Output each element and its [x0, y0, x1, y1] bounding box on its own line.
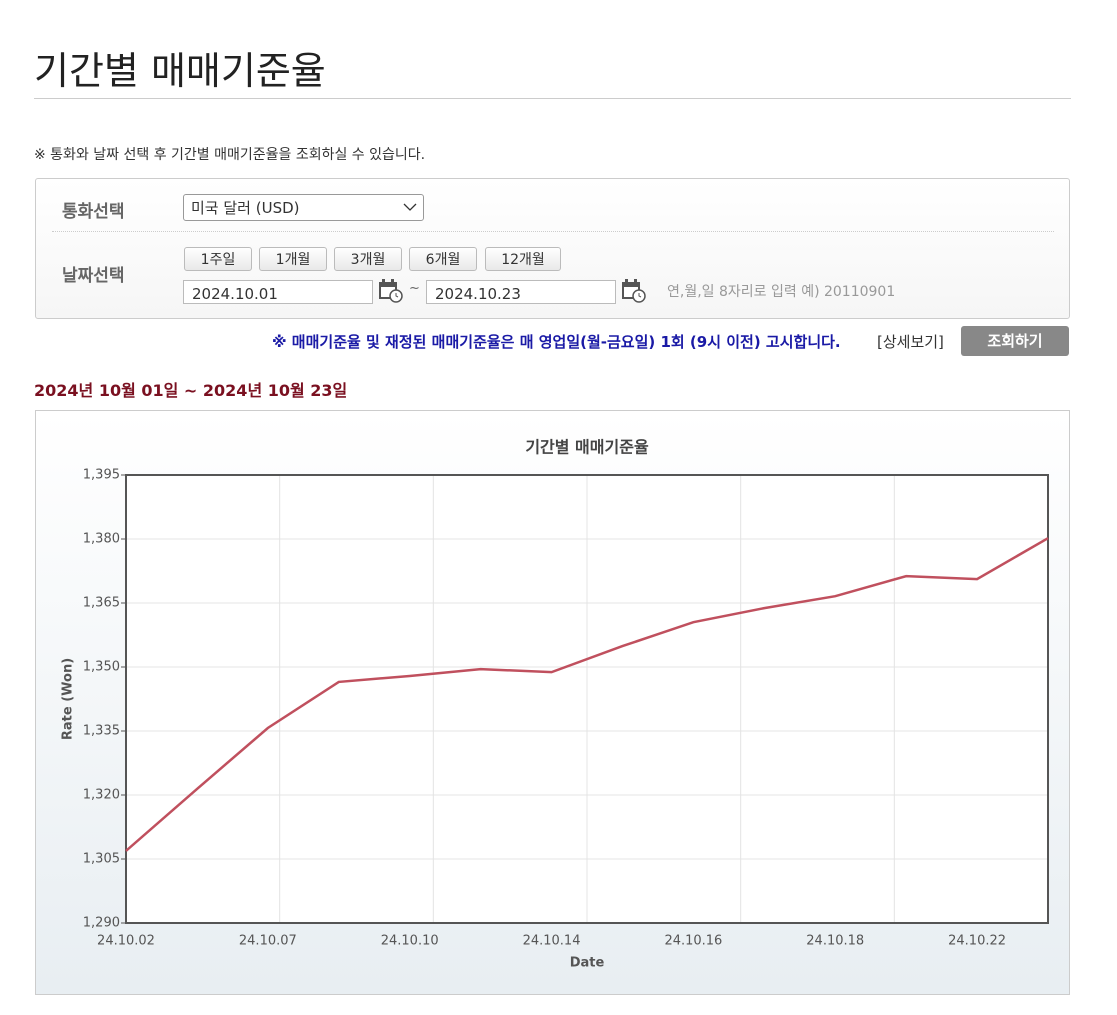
date-label: 날짜선택: [62, 266, 125, 286]
period-button[interactable]: 1주일: [184, 247, 252, 271]
x-tick-label: 24.10.10: [381, 934, 439, 949]
y-tick-label: 1,290: [83, 916, 120, 931]
y-tick-label: 1,365: [83, 596, 120, 611]
data-line: [125, 537, 1049, 852]
search-button[interactable]: 조회하기: [961, 326, 1069, 356]
calendar-icon[interactable]: [620, 277, 646, 303]
x-tick-label: 24.10.14: [523, 934, 581, 949]
page-title: 기간별 매매기준율: [34, 49, 326, 93]
currency-value: 미국 달러 (USD): [191, 199, 300, 217]
period-button[interactable]: 3개월: [334, 247, 402, 271]
y-tick-label: 1,320: [83, 788, 120, 803]
dropdown-arrow: [403, 203, 417, 211]
y-tick-label: 1,380: [83, 532, 120, 547]
date-hint: 연,월,일 8자리로 입력 예) 20110901: [667, 284, 896, 300]
notice: ※ 매매기준율 및 재정된 매매기준율은 매 영업일(월-금요일) 1회 (9시…: [272, 333, 841, 351]
x-axis-label: Date: [570, 956, 605, 971]
calendar-icon[interactable]: [377, 277, 403, 303]
y-axis-label: Rate (Won): [61, 658, 76, 740]
period-button[interactable]: 6개월: [409, 247, 477, 271]
chart-box: 기간별 매매기준율 Date Rate (Won) 1,290 1,305 1,32…: [35, 410, 1070, 995]
y-tick-label: 1,305: [83, 852, 120, 867]
x-tick-label: 24.10.18: [806, 934, 864, 949]
y-tick-label: 1,395: [83, 468, 120, 483]
x-tick-label: 24.10.22: [948, 934, 1006, 949]
divider: [52, 231, 1054, 232]
period-button[interactable]: 1개월: [259, 247, 327, 271]
y-tick-label: 1,350: [83, 660, 120, 675]
y-tick-label: 1,335: [83, 724, 120, 739]
title-rule: [34, 98, 1071, 99]
x-tick-label: 24.10.16: [664, 934, 722, 949]
chart-title: 기간별 매매기준율: [525, 438, 649, 457]
detail-link[interactable]: [상세보기]: [877, 333, 944, 351]
plot-border: [125, 474, 1049, 924]
note: ※ 통화와 날짜 선택 후 기간별 매매기준율을 조회하실 수 있습니다.: [34, 147, 426, 163]
date-separator: ~: [409, 281, 420, 296]
chart: 기간별 매매기준율 Date Rate (Won) 1,290 1,305 1,32…: [61, 438, 1049, 971]
period-text: 2024년 10월 01일 ~ 2024년 10월 23일: [34, 381, 348, 400]
start-date-input[interactable]: 2024.10.01: [183, 280, 373, 304]
x-tick-label: 24.10.02: [97, 934, 155, 949]
period-button[interactable]: 12개월: [485, 247, 561, 271]
currency-select[interactable]: 미국 달러 (USD): [183, 194, 424, 221]
search-button-label: 조회하기: [987, 332, 1043, 350]
x-tick-label: 24.10.07: [239, 934, 297, 949]
end-date-input[interactable]: 2024.10.23: [426, 280, 616, 304]
currency-label: 통화선택: [62, 202, 125, 222]
